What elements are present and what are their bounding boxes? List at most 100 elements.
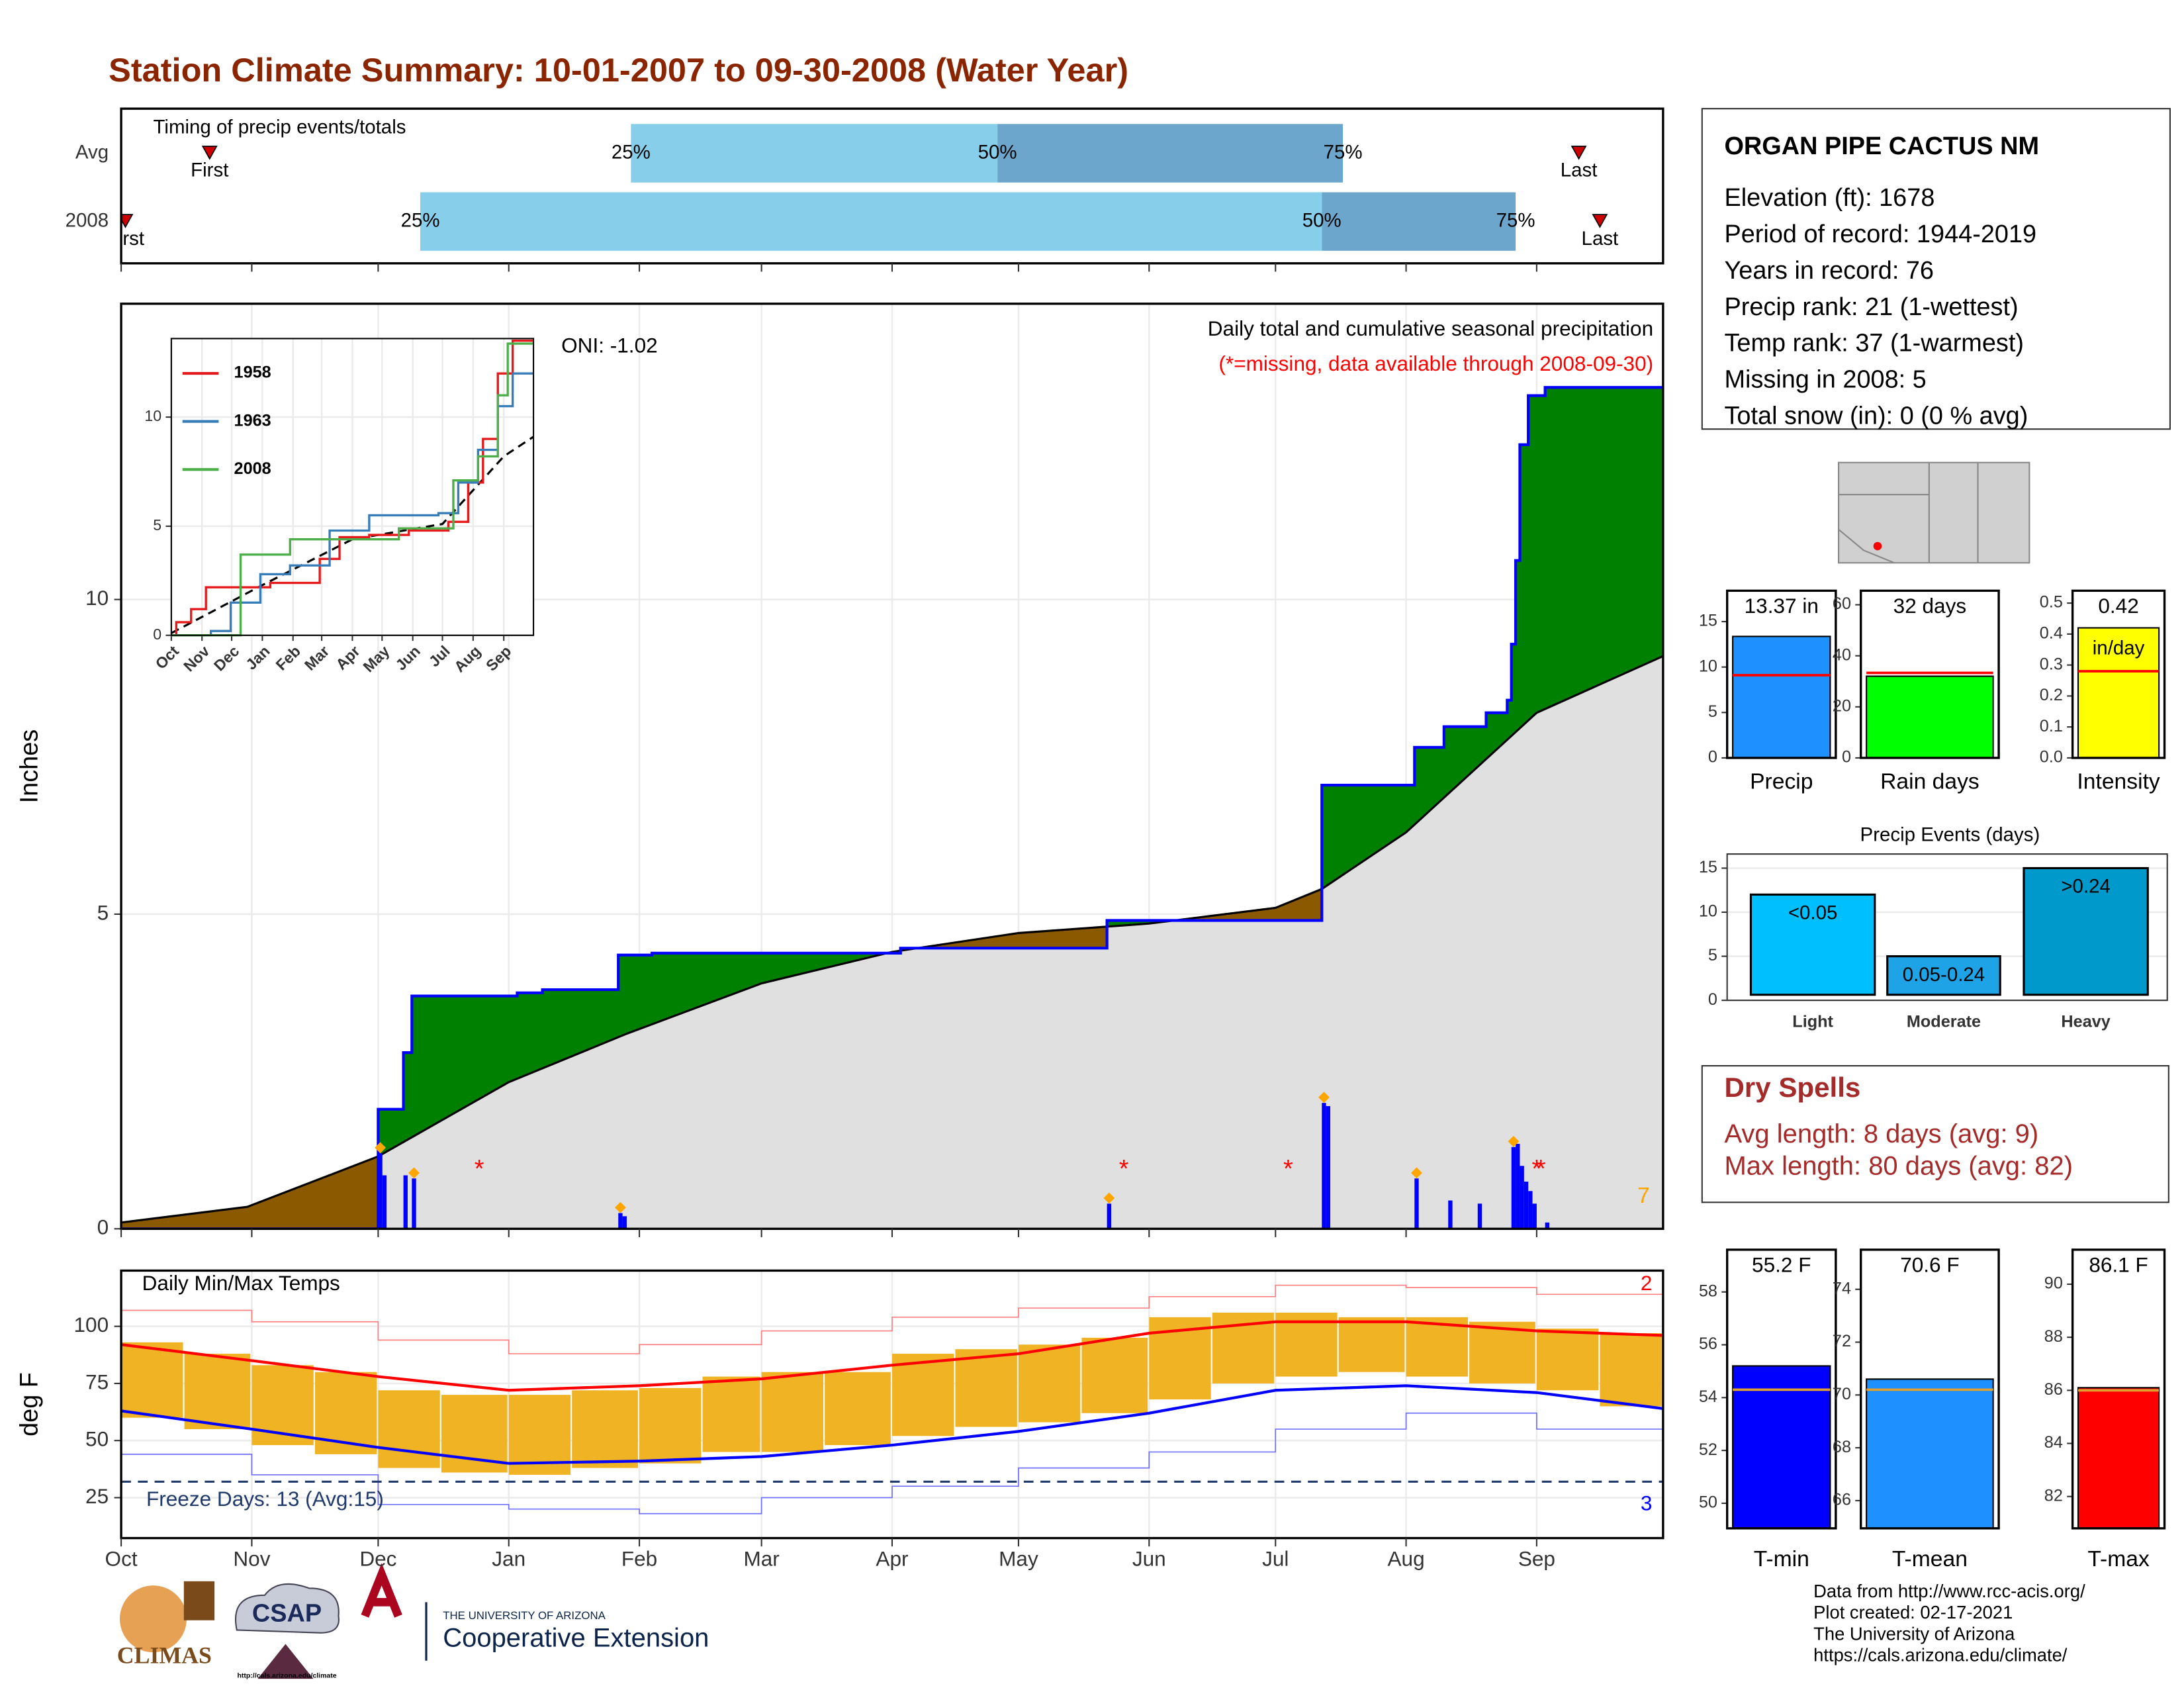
value-label: 70.6 F <box>1900 1252 1959 1276</box>
locator-map <box>1838 461 2030 564</box>
y-tick-label: 0.5 <box>2040 593 2063 612</box>
marker-label: Last <box>1582 228 1619 250</box>
y-tick-label: 75 <box>85 1370 109 1393</box>
y-tick-label: 5 <box>97 900 109 924</box>
value-label: 0.42 <box>2098 594 2138 618</box>
temp-range-bar <box>1406 1317 1468 1377</box>
temp-range-bar <box>1275 1312 1338 1377</box>
bar <box>2077 627 2160 759</box>
bar-label: <0.05 <box>1788 902 1838 924</box>
frame <box>1860 1248 2000 1530</box>
daily-bar <box>403 1175 408 1229</box>
x-tick-label: Apr <box>876 1547 908 1571</box>
footer-line: https://cals.arizona.edu/climate/ <box>1813 1644 2068 1665</box>
y-tick-label: 56 <box>1699 1335 1717 1353</box>
category-label: Light <box>1792 1012 1833 1031</box>
percent-label: 50% <box>1302 209 1342 231</box>
daily-bar <box>1448 1200 1453 1229</box>
y-tick-label: 88 <box>2044 1327 2063 1346</box>
category-label: Precip <box>1750 770 1813 794</box>
station-dot <box>1873 541 1882 551</box>
map-borders <box>1838 462 1979 564</box>
y-tick-label: 100 <box>74 1313 109 1336</box>
station-info: Missing in 2008: 5 <box>1724 366 1926 394</box>
missing-marker: * <box>1532 1155 1542 1183</box>
timing-marker <box>1570 146 1587 160</box>
timing-bar-light <box>631 124 998 183</box>
y-tick-label: 50 <box>85 1427 109 1451</box>
frame <box>1726 853 2168 1002</box>
timing-bar-light <box>420 192 1322 251</box>
daily-bar <box>1322 1103 1326 1229</box>
value-label: 86.1 F <box>2089 1252 2148 1276</box>
y-tick-label: 82 <box>2044 1486 2063 1505</box>
temp-range-bar <box>955 1349 1017 1427</box>
missing-marker: * <box>1119 1155 1129 1183</box>
percent-label: 75% <box>1496 209 1535 231</box>
legend-label: 2008 <box>234 459 271 478</box>
temp-range-bar <box>891 1354 954 1436</box>
logo-text: CSAP <box>252 1599 322 1627</box>
dry-info: Max length: 80 days (avg: 82) <box>1724 1151 2073 1180</box>
logo-text: THE UNIVERSITY OF ARIZONA <box>443 1609 606 1622</box>
cumulative-line <box>121 386 1663 1229</box>
y-tick-label: 0.2 <box>2040 686 2063 704</box>
inset-frame <box>170 338 535 636</box>
y-tick-label: 50 <box>1699 1493 1717 1512</box>
record-marker <box>375 1142 386 1154</box>
dry-box <box>1701 1065 2169 1203</box>
missing-marker: * <box>1536 1155 1546 1183</box>
temp-range-bar <box>761 1372 824 1452</box>
daily-bar <box>1524 1182 1529 1229</box>
station-info: Elevation (ft): 1678 <box>1724 184 1934 212</box>
timing-marker <box>1592 214 1608 228</box>
y-tick-label: 0 <box>153 626 161 643</box>
marker-label: Last <box>1561 160 1598 181</box>
value-label: 32 days <box>1893 594 1966 618</box>
y-tick-label: 5 <box>153 516 161 534</box>
category-label: Rain days <box>1880 770 1979 794</box>
daily-bar <box>382 1175 387 1229</box>
average-line <box>171 436 534 634</box>
value-label: 55.2 F <box>1752 1252 1811 1276</box>
oni: ONI: -1.02 <box>561 333 658 357</box>
y-tick-label: 20 <box>1833 696 1851 715</box>
marker-label: First <box>107 228 144 250</box>
unit-label: in/day <box>2093 637 2145 659</box>
x-tick-label: Jan <box>492 1547 525 1571</box>
x-tick-label: Jul <box>1262 1547 1289 1571</box>
freeze-label: Freeze Days: 13 (Avg:15) <box>146 1487 384 1511</box>
y-tick-label: 68 <box>1833 1438 1851 1456</box>
timing-bar-dark <box>997 124 1343 183</box>
avg-min-line <box>121 1384 1663 1465</box>
footer-line: Data from http://www.rcc-acis.org/ <box>1813 1581 2085 1601</box>
ua-logo <box>361 1563 402 1618</box>
x-tick-label: Sep <box>1518 1547 1555 1571</box>
record-marker <box>1411 1167 1422 1179</box>
temp-range-bar <box>639 1387 702 1464</box>
y-tick-label: 84 <box>2044 1433 2063 1452</box>
category-label: T-max <box>2087 1547 2150 1571</box>
y-tick-label: 15 <box>1699 612 1717 630</box>
row-label: 2008 <box>66 209 109 231</box>
y-tick-label: 58 <box>1699 1282 1717 1300</box>
category-label: T-mean <box>1892 1547 1968 1571</box>
x-tick-label: Feb <box>621 1547 657 1571</box>
station-box <box>1701 108 2171 430</box>
record-min-line <box>121 1412 1663 1515</box>
y-tick-label: 10 <box>85 586 109 610</box>
row-label: Avg <box>75 141 109 163</box>
daily-bar <box>378 1153 383 1229</box>
daily-bar <box>1414 1178 1419 1229</box>
y-tick-label: 90 <box>2044 1274 2063 1293</box>
x-tick-label: Jun <box>1132 1547 1166 1571</box>
value-label: 13.37 in <box>1745 594 1819 618</box>
series-line <box>171 342 534 637</box>
y-tick-label: 10 <box>1699 657 1717 675</box>
series-line <box>171 340 534 637</box>
y-tick-label: 15 <box>1699 858 1717 876</box>
temp-range-bar <box>572 1390 638 1468</box>
missing-marker: * <box>475 1155 484 1183</box>
missing-marker: * <box>1283 1155 1293 1183</box>
y-tick-label: 72 <box>1833 1332 1851 1350</box>
